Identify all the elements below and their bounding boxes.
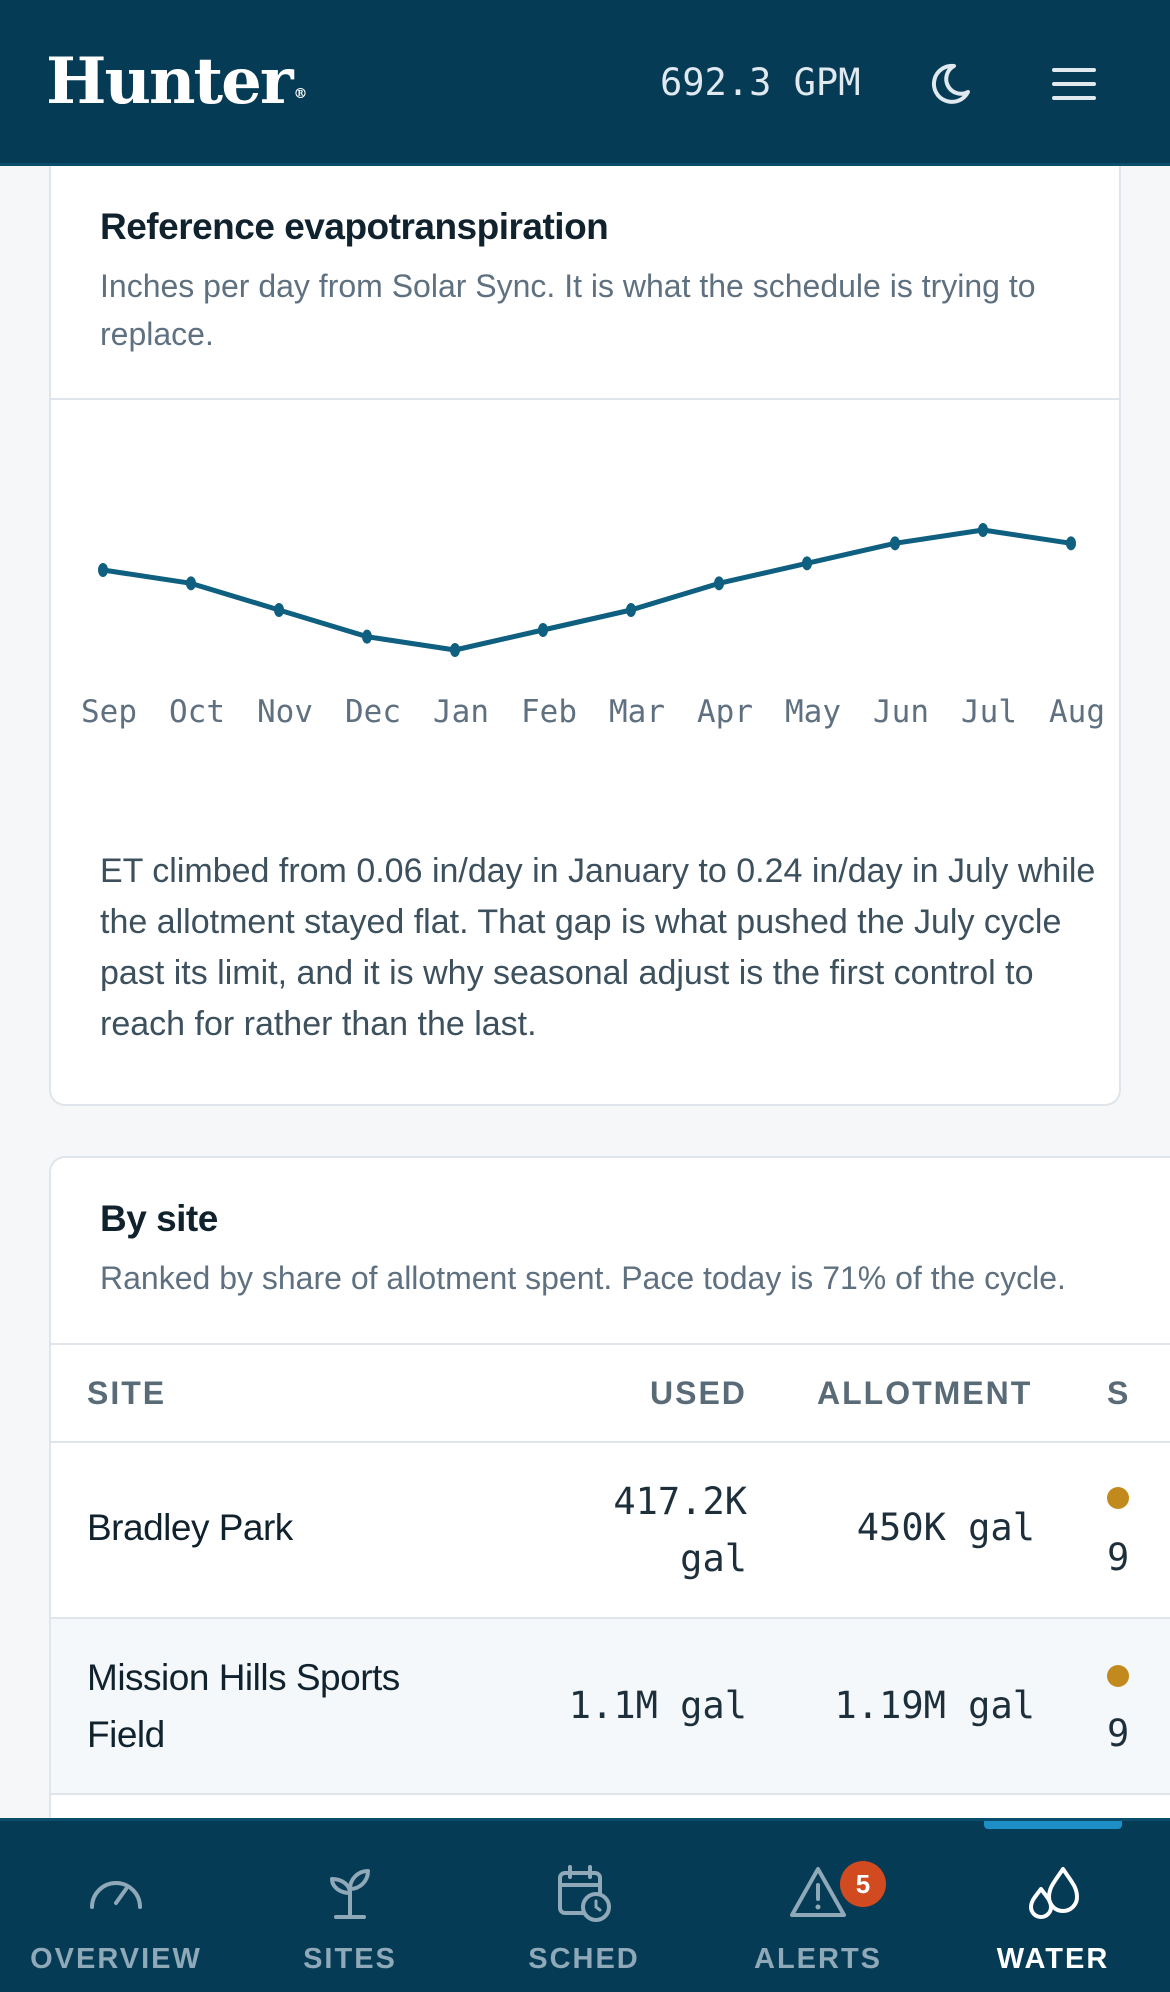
divider: [51, 398, 1119, 400]
allotment-value: 450K gal: [856, 1506, 1035, 1549]
top-bar: Hunter ® 692.3 GPM: [0, 0, 1170, 166]
by-site-header: By site Ranked by share of allotment spe…: [100, 1198, 1100, 1302]
tab-label: OVERVIEW: [30, 1943, 202, 1975]
table-row[interactable]: Mission Hills Sports Field 1.1M gal 1.19…: [51, 1619, 1170, 1795]
tab-sites[interactable]: SITES: [232, 1821, 468, 1992]
et-line-chart: Sep Oct Nov Dec Jan Feb Mar Apr May Jun Jul Aug: [81, 523, 1105, 730]
et-series-line: [102, 527, 1072, 653]
used-value: 417.2K gal: [551, 1473, 747, 1587]
et-data-point-aug[interactable]: [1066, 536, 1076, 551]
x-tick-label: Jun: [873, 694, 929, 730]
site-name[interactable]: Mission Hills Sports Field: [87, 1657, 400, 1755]
tab-label: SITES: [303, 1943, 397, 1975]
et-data-point-nov[interactable]: [274, 603, 284, 617]
x-tick-label: Mar: [609, 694, 665, 730]
alert-triangle-icon: [790, 1867, 846, 1917]
theme-toggle-button[interactable]: [924, 52, 988, 116]
sprout-icon: [330, 1869, 370, 1919]
et-data-point-sep[interactable]: [98, 563, 108, 577]
brand-registered-mark: ®: [293, 86, 308, 102]
et-data-point-jul[interactable]: [978, 523, 988, 537]
x-tick-label: May: [785, 694, 841, 730]
et-data-point-apr[interactable]: [714, 576, 724, 591]
flow-readout: 692.3 GPM: [660, 61, 861, 104]
column-header-status[interactable]: S: [1107, 1375, 1131, 1411]
et-data-point-mar[interactable]: [626, 603, 636, 617]
tab-label: WATER: [996, 1943, 1110, 1975]
et-data-point-may[interactable]: [802, 556, 812, 571]
menu-icon: [1052, 68, 1096, 100]
alerts-count-badge: 5: [840, 1861, 886, 1907]
x-tick-label: Nov: [257, 694, 313, 730]
tab-label: ALERTS: [754, 1943, 882, 1975]
et-card-subtitle: Inches per day from Solar Sync. It is wh…: [100, 268, 1036, 352]
x-tick-label: Jul: [961, 694, 1017, 730]
x-tick-label: Apr: [697, 694, 753, 730]
allotment-value: 1.19M gal: [834, 1684, 1035, 1727]
x-tick-label: Feb: [521, 694, 577, 730]
status-dot: [1107, 1487, 1129, 1509]
column-header-allotment[interactable]: ALLOTMENT: [817, 1375, 1033, 1411]
table-header: SITE USED ALLOTMENT S: [51, 1343, 1170, 1443]
et-data-point-jan[interactable]: [450, 643, 460, 657]
by-site-subtitle: Ranked by share of allotment spent. Pace…: [100, 1260, 1066, 1296]
tab-alerts[interactable]: ALERTS: [700, 1821, 936, 1992]
column-header-site[interactable]: SITE: [87, 1375, 167, 1411]
tab-water[interactable]: WATER: [936, 1821, 1170, 1992]
site-name[interactable]: Bradley Park: [87, 1507, 293, 1548]
x-tick-label: Oct: [169, 694, 225, 730]
column-header-used[interactable]: USED: [650, 1375, 747, 1411]
table-row[interactable]: Bradley Park 417.2K gal 450K gal 9: [51, 1443, 1170, 1619]
et-card-title: Reference evapotranspiration: [100, 206, 609, 247]
hunter-logo[interactable]: Hunter ®: [46, 44, 308, 119]
site-table: SITE USED ALLOTMENT S Bradley Park 417.2…: [51, 1343, 1170, 1795]
gauge-icon: [90, 1881, 142, 1909]
used-value: 1.1M gal: [568, 1684, 747, 1727]
used-value-unit: gal: [680, 1537, 747, 1580]
x-tick-label: Dec: [345, 694, 401, 730]
status-dot: [1107, 1665, 1129, 1687]
share-value: 9: [1107, 1536, 1130, 1579]
calendar-clock-icon: [558, 1865, 611, 1922]
et-card-header: Reference evapotranspiration Inches per …: [100, 206, 1080, 358]
active-tab-indicator: [984, 1821, 1122, 1829]
by-site-card: By site Ranked by share of allotment spe…: [49, 1156, 1170, 1856]
used-value-line: 417.2K: [613, 1480, 747, 1523]
et-data-point-dec[interactable]: [362, 629, 372, 644]
brand-name: Hunter: [46, 44, 294, 119]
x-tick-label: Sep: [81, 694, 137, 730]
et-data-point-feb[interactable]: [538, 623, 548, 637]
tab-overview[interactable]: OVERVIEW: [0, 1821, 232, 1992]
droplets-icon: [1029, 1867, 1079, 1919]
tab-label: SCHED: [528, 1943, 640, 1975]
et-data-point-oct[interactable]: [186, 576, 196, 591]
et-card-note: ET climbed from 0.06 in/day in January t…: [100, 852, 1096, 1043]
menu-button[interactable]: [1042, 52, 1106, 116]
tab-sched[interactable]: SCHED: [468, 1821, 700, 1992]
et-card: Reference evapotranspiration Inches per …: [49, 166, 1121, 1106]
bottom-nav: OVERVIEW SITES SCHED ALERTS 5: [0, 1818, 1170, 1992]
moon-icon: [931, 63, 970, 104]
by-site-title: By site: [100, 1198, 218, 1239]
x-tick-label: Jan: [433, 694, 489, 730]
share-value: 9: [1107, 1712, 1130, 1755]
et-data-point-jun[interactable]: [890, 536, 900, 551]
x-tick-label: Aug: [1049, 694, 1105, 730]
